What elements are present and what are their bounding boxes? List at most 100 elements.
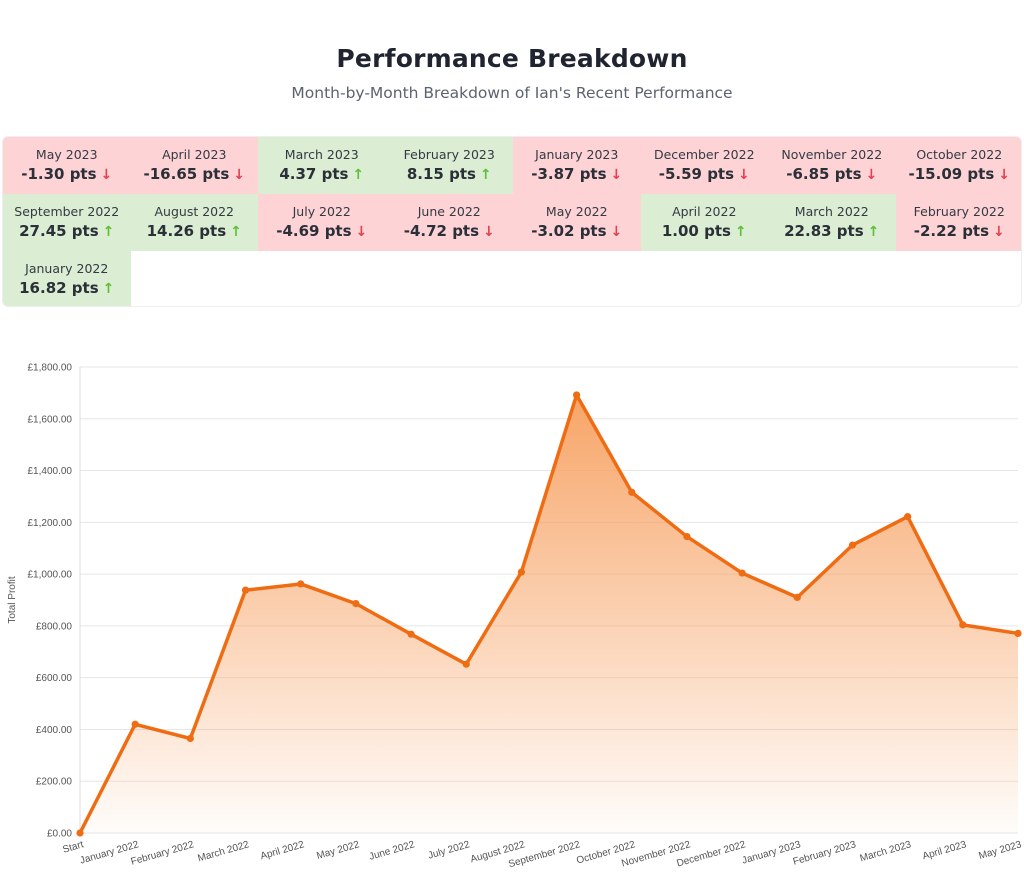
month-label: August 2022 xyxy=(154,204,235,219)
month-label: April 2022 xyxy=(672,204,737,219)
points-value: 22.83 pts xyxy=(784,222,864,240)
arrow-down-icon: ↓ xyxy=(483,224,495,240)
points-value: 4.37 pts xyxy=(279,165,349,183)
points-value: -3.02 pts xyxy=(531,222,607,240)
month-cell: January 2022 16.82 pts ↑ xyxy=(3,251,131,306)
series-line xyxy=(78,393,1020,835)
points-value: -1.30 pts xyxy=(21,165,97,183)
month-label: March 2023 xyxy=(284,147,359,162)
points-value: -2.22 pts xyxy=(913,222,990,240)
points-value: -16.65 pts xyxy=(143,165,230,183)
x-tick-label: Start xyxy=(61,839,85,855)
month-cell: April 2023 -16.65 pts ↓ xyxy=(130,137,258,194)
month-cell: September 2022 27.45 pts ↑ xyxy=(3,194,131,251)
y-tick-label: £600.00 xyxy=(36,673,73,684)
month-cell: February 2022 -2.22 pts ↓ xyxy=(895,194,1022,251)
month-cell: November 2022 -6.85 pts ↓ xyxy=(768,137,896,194)
y-tick-label: £1,800.00 xyxy=(28,363,73,374)
monthly-breakdown-grid: May 2023 -1.30 pts ↓ April 2023 -16.65 pts ↓ M… xyxy=(2,136,1022,307)
points-value: -3.87 pts xyxy=(531,165,607,183)
points-value: -6.85 pts xyxy=(786,165,862,183)
arrow-down-icon: ↓ xyxy=(998,167,1010,183)
arrow-up-icon: ↑ xyxy=(102,281,115,297)
month-change: 8.15 pts ↑ xyxy=(386,165,514,183)
data-point xyxy=(186,734,194,743)
points-value: 27.45 pts xyxy=(19,222,99,240)
data-point xyxy=(352,600,360,608)
month-change: -4.69 pts ↓ xyxy=(258,222,386,240)
month-change: 14.26 pts ↑ xyxy=(131,222,259,240)
month-cell: January 2023 -3.87 pts ↓ xyxy=(513,137,641,194)
month-cell: June 2022 -4.72 pts ↓ xyxy=(385,194,513,251)
data-point xyxy=(904,513,912,521)
month-change: -15.09 pts ↓ xyxy=(896,165,1022,183)
x-tick-label: February 2023 xyxy=(792,839,858,868)
x-tick-label: March 2022 xyxy=(197,839,251,864)
month-cell: May 2022 -3.02 pts ↓ xyxy=(513,194,641,251)
data-point xyxy=(738,569,746,577)
arrow-up-icon: ↑ xyxy=(479,167,492,183)
month-label: April 2023 xyxy=(162,147,227,162)
arrow-down-icon: ↓ xyxy=(865,167,878,183)
y-tick-label: £0.00 xyxy=(47,829,72,840)
points-value: 14.26 pts xyxy=(146,222,227,240)
month-change: 4.37 pts ↑ xyxy=(258,165,386,183)
points-value: -4.69 pts xyxy=(276,222,352,240)
x-tick-label: May 2022 xyxy=(315,839,361,862)
arrow-down-icon: ↓ xyxy=(738,167,750,183)
month-change: -1.30 pts ↓ xyxy=(3,165,131,183)
x-tick-label: July 2022 xyxy=(427,839,472,861)
arrow-down-icon: ↓ xyxy=(610,224,623,240)
month-label: December 2022 xyxy=(653,147,755,162)
data-point xyxy=(628,488,636,496)
month-label: May 2022 xyxy=(545,204,608,219)
arrow-up-icon: ↑ xyxy=(102,224,115,240)
month-change: -2.22 pts ↓ xyxy=(896,222,1022,240)
y-tick-label: £800.00 xyxy=(36,621,73,632)
data-point xyxy=(131,720,139,728)
y-tick-label: £1,000.00 xyxy=(28,570,73,581)
page-subtitle: Month-by-Month Breakdown of Ian's Recent… xyxy=(291,84,733,102)
points-value: -5.59 pts xyxy=(658,165,735,183)
month-change: -3.87 pts ↓ xyxy=(513,165,641,183)
month-change: -3.02 pts ↓ xyxy=(513,222,641,240)
data-point xyxy=(517,568,526,576)
x-tick-label: June 2022 xyxy=(368,839,416,863)
month-cell: December 2022 -5.59 pts ↓ xyxy=(640,137,768,194)
month-label: February 2023 xyxy=(403,147,495,162)
page-title: Performance Breakdown xyxy=(336,44,688,73)
points-value: -15.09 pts xyxy=(908,165,995,183)
y-tick-label: £1,600.00 xyxy=(28,414,73,425)
month-label: January 2023 xyxy=(535,147,619,162)
month-label: July 2022 xyxy=(292,204,351,219)
month-label: February 2022 xyxy=(913,204,1005,219)
month-cell: May 2023 -1.30 pts ↓ xyxy=(3,137,131,194)
data-point xyxy=(76,829,84,837)
y-tick-label: £200.00 xyxy=(36,777,73,788)
month-cell: February 2023 8.15 pts ↑ xyxy=(385,137,514,194)
arrow-down-icon: ↓ xyxy=(100,167,113,183)
month-cell: August 2022 14.26 pts ↑ xyxy=(130,194,259,251)
arrow-up-icon: ↑ xyxy=(352,167,365,183)
month-cell: March 2022 22.83 pts ↑ xyxy=(768,194,896,251)
month-cell: April 2022 1.00 pts ↑ xyxy=(640,194,768,251)
data-point xyxy=(793,593,801,602)
arrow-down-icon: ↓ xyxy=(610,167,623,183)
month-label: March 2022 xyxy=(794,204,869,219)
arrow-up-icon: ↑ xyxy=(734,224,747,240)
month-cell: March 2023 4.37 pts ↑ xyxy=(258,137,386,194)
month-label: October 2022 xyxy=(916,147,1003,162)
data-point xyxy=(683,532,691,541)
month-label: November 2022 xyxy=(781,147,883,162)
arrow-up-icon: ↑ xyxy=(867,224,880,240)
month-change: -6.85 pts ↓ xyxy=(768,165,896,183)
month-change: 27.45 pts ↑ xyxy=(3,222,131,240)
data-point xyxy=(959,621,967,629)
y-tick-label: £1,200.00 xyxy=(28,518,73,529)
points-value: 16.82 pts xyxy=(19,279,99,297)
x-tick-label: May 2023 xyxy=(978,839,1024,862)
month-cell: October 2022 -15.09 pts ↓ xyxy=(895,137,1022,194)
arrow-up-icon: ↑ xyxy=(230,224,242,240)
x-tick-label: February 2022 xyxy=(130,839,196,868)
x-tick-label: April 2023 xyxy=(921,839,968,862)
